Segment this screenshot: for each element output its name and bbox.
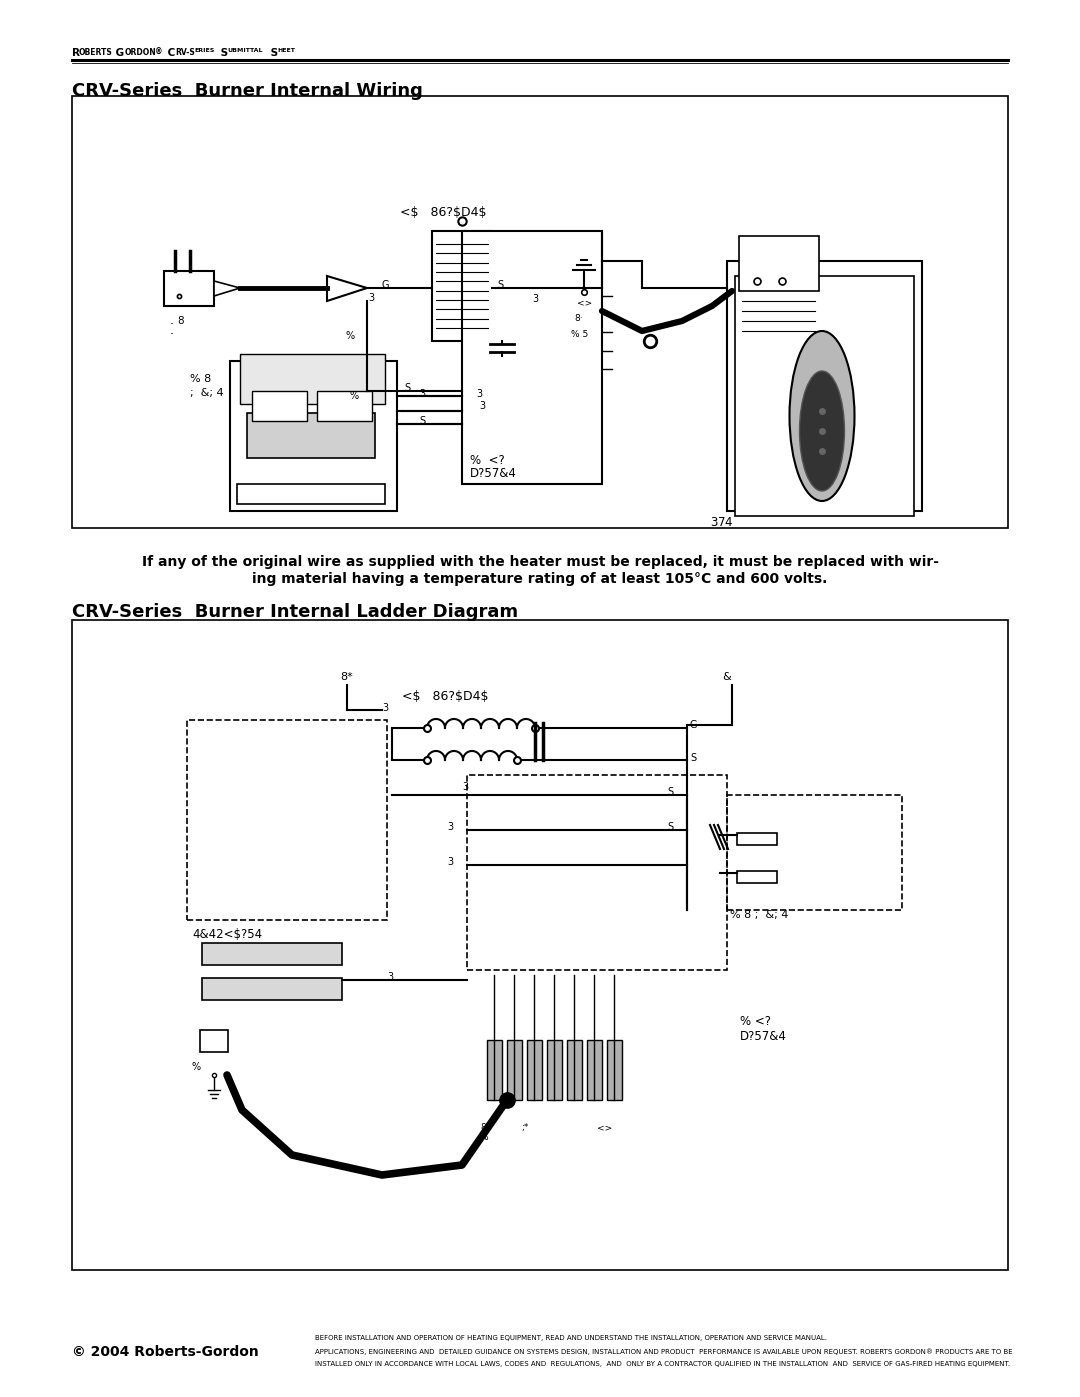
- Text: ORDON: ORDON: [125, 47, 157, 57]
- Text: %  <?: % <?: [470, 454, 504, 467]
- Bar: [247, 414, 375, 458]
- Text: © 2004 Roberts-Gordon: © 2004 Roberts-Gordon: [72, 1345, 259, 1359]
- Text: 8*: 8*: [340, 672, 353, 682]
- Bar: [735, 277, 914, 515]
- Text: APPLICATIONS, ENGINEERING AND  DETAILED GUIDANCE ON SYSTEMS DESIGN, INSTALLATION: APPLICATIONS, ENGINEERING AND DETAILED G…: [315, 1348, 1013, 1355]
- Text: <>: <>: [597, 1123, 612, 1132]
- Bar: [467, 775, 727, 970]
- Text: HEET: HEET: [276, 47, 295, 53]
- Bar: [737, 833, 777, 845]
- Text: CRV-Series  Burner Internal Ladder Diagram: CRV-Series Burner Internal Ladder Diagra…: [72, 604, 518, 622]
- Text: 8*: 8*: [480, 1123, 490, 1132]
- Text: S: S: [667, 787, 673, 798]
- Text: If any of the original wire as supplied with the heater must be replaced, it mus: If any of the original wire as supplied …: [141, 555, 939, 569]
- Bar: [739, 236, 819, 291]
- Bar: [164, 271, 214, 306]
- Polygon shape: [327, 277, 367, 300]
- Text: S: S: [217, 47, 228, 59]
- Text: RV-S: RV-S: [175, 47, 194, 57]
- Text: ®: ®: [156, 47, 162, 57]
- Text: 3: 3: [476, 388, 482, 400]
- Text: S: S: [667, 821, 673, 833]
- Bar: [487, 1039, 502, 1099]
- Bar: [546, 1039, 562, 1099]
- Bar: [230, 360, 397, 511]
- Text: D?57&4: D?57&4: [740, 1030, 787, 1044]
- Text: S: S: [419, 416, 426, 426]
- Text: 3: 3: [447, 821, 454, 833]
- Polygon shape: [214, 281, 240, 296]
- Text: G: G: [112, 47, 124, 59]
- Text: % 5: % 5: [571, 330, 589, 339]
- Text: 8: 8: [177, 316, 184, 326]
- Text: &: &: [723, 672, 731, 682]
- Text: %: %: [345, 331, 354, 341]
- Bar: [462, 231, 602, 483]
- Text: ing material having a temperature rating of at least 105°C and 600 volts.: ing material having a temperature rating…: [253, 571, 827, 585]
- Bar: [727, 261, 922, 511]
- Text: 3: 3: [382, 703, 388, 712]
- Text: OBERTS: OBERTS: [79, 47, 112, 57]
- Text: S: S: [690, 753, 697, 763]
- Text: <$   86?$D4$: <$ 86?$D4$: [400, 205, 486, 219]
- Bar: [727, 795, 902, 909]
- Text: INSTALLED ONLY IN ACCORDANCE WITH LOCAL LAWS, CODES AND  REGULATIONS,  AND  ONLY: INSTALLED ONLY IN ACCORDANCE WITH LOCAL …: [315, 1361, 1010, 1368]
- Bar: [72, 620, 1008, 1270]
- Text: 8·: 8·: [573, 314, 582, 323]
- Text: 37$  4$: 37$ 4$: [710, 515, 733, 529]
- Bar: [252, 391, 307, 420]
- Text: ;*: ;*: [521, 1123, 528, 1132]
- Text: CRV-Series  Burner Internal Wiring: CRV-Series Burner Internal Wiring: [72, 82, 423, 101]
- Ellipse shape: [799, 372, 845, 490]
- Text: ·: ·: [170, 319, 174, 331]
- Text: 3: 3: [447, 856, 454, 868]
- Bar: [202, 978, 342, 1000]
- Bar: [187, 719, 387, 921]
- Bar: [72, 96, 1008, 528]
- Bar: [285, 356, 310, 367]
- Text: S: S: [267, 47, 279, 59]
- Bar: [567, 1039, 582, 1099]
- Bar: [237, 483, 384, 504]
- Text: G: G: [382, 279, 390, 291]
- Text: R: R: [72, 47, 80, 59]
- Text: BEFORE INSTALLATION AND OPERATION OF HEATING EQUIPMENT, READ AND UNDERSTAND THE : BEFORE INSTALLATION AND OPERATION OF HEA…: [315, 1336, 827, 1341]
- Bar: [507, 1039, 522, 1099]
- Text: % 8: % 8: [190, 374, 212, 384]
- Bar: [607, 1039, 622, 1099]
- Text: 3: 3: [387, 972, 393, 982]
- Text: UBMITTAL: UBMITTAL: [227, 47, 262, 53]
- Text: %: %: [480, 1133, 488, 1141]
- Bar: [202, 943, 342, 965]
- Text: 3: 3: [419, 388, 426, 400]
- Text: ·: ·: [170, 328, 174, 341]
- Text: % 8 ;  &; 4: % 8 ; &; 4: [730, 909, 788, 921]
- Text: D?57&4: D?57&4: [470, 467, 517, 481]
- Text: <$   86?$D4$: <$ 86?$D4$: [402, 690, 488, 703]
- Text: G: G: [690, 719, 698, 731]
- Text: %: %: [349, 391, 359, 401]
- Text: % <?: % <?: [740, 1016, 771, 1028]
- Bar: [432, 231, 492, 341]
- Bar: [318, 391, 372, 420]
- Text: %: %: [192, 1062, 201, 1071]
- Bar: [240, 353, 384, 404]
- Text: 3: 3: [532, 293, 538, 305]
- Ellipse shape: [789, 331, 854, 502]
- Text: S: S: [497, 279, 503, 291]
- Text: 4&42<$?54: 4&42<$?54: [192, 928, 262, 942]
- Text: ;  &; 4: ; &; 4: [190, 388, 224, 398]
- Text: 3: 3: [462, 782, 468, 792]
- Bar: [200, 1030, 228, 1052]
- Bar: [588, 1039, 602, 1099]
- Text: 3: 3: [368, 293, 374, 303]
- Bar: [737, 870, 777, 883]
- Text: S: S: [404, 383, 410, 393]
- Text: <>: <>: [577, 298, 592, 307]
- Text: ERIES: ERIES: [194, 47, 214, 53]
- Bar: [527, 1039, 542, 1099]
- Text: C: C: [164, 47, 175, 59]
- Text: 3: 3: [480, 401, 485, 411]
